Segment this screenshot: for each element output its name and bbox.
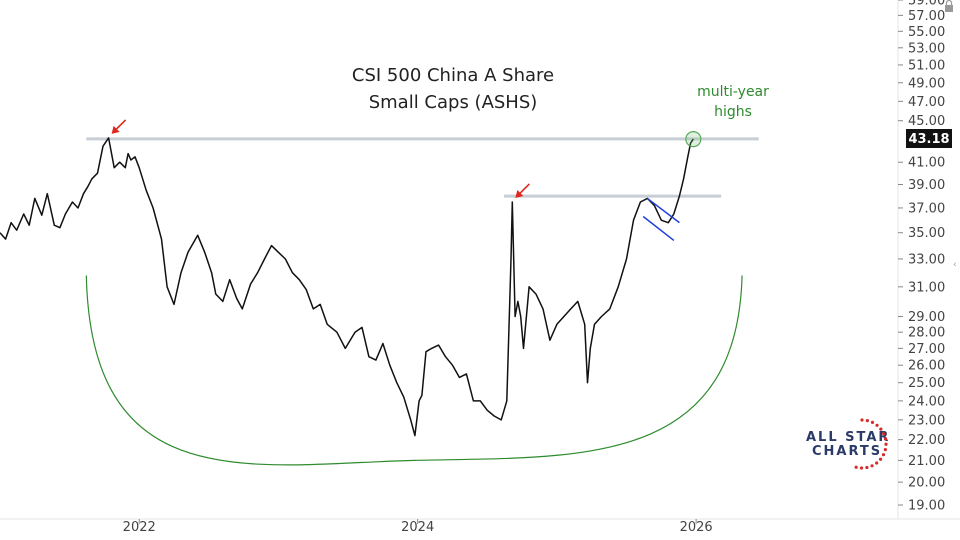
chevron-left-icon[interactable]: ‹ bbox=[953, 260, 957, 270]
brand-star-icon bbox=[870, 464, 874, 468]
brand-star-icon bbox=[875, 423, 879, 427]
y-axis-ticks: 19.00 20.00 21.00 22.00 23.00 24.00 25.00 26.00… bbox=[898, 0, 945, 514]
x-tick-label: 2026 bbox=[680, 520, 713, 535]
y-tick-label: 21.00 bbox=[908, 454, 945, 469]
price-series-line bbox=[0, 137, 694, 437]
annotation-multi-year: multi-year bbox=[697, 84, 769, 100]
y-tick-label: 24.00 bbox=[908, 394, 945, 409]
y-tick-label: 20.00 bbox=[908, 476, 945, 491]
flag-channel-lower bbox=[642, 215, 675, 242]
y-tick-label: 45.00 bbox=[908, 114, 945, 129]
y-tick-label: 37.00 bbox=[908, 201, 945, 216]
brand-logo: ALL STAR CHARTS bbox=[806, 418, 890, 470]
brand-star-icon bbox=[879, 427, 883, 431]
brand-star-icon bbox=[883, 448, 887, 452]
brand-line-2: CHARTS bbox=[812, 444, 882, 459]
x-axis-ticks: 2022 2024 2026 bbox=[123, 519, 713, 535]
y-tick-label: 41.00 bbox=[908, 156, 945, 171]
y-tick-label: 29.00 bbox=[908, 310, 945, 325]
y-tick-label: 47.00 bbox=[908, 95, 945, 110]
y-tick-label: 35.00 bbox=[908, 226, 945, 241]
brand-star-icon bbox=[884, 442, 888, 446]
y-tick-label: 55.00 bbox=[908, 25, 945, 40]
x-tick-label: 2022 bbox=[123, 520, 156, 535]
flag-channel-upper bbox=[646, 197, 680, 224]
chart-title-line-1: CSI 500 China A Share bbox=[352, 65, 554, 86]
y-tick-label: 27.00 bbox=[908, 342, 945, 357]
y-tick-label: 22.00 bbox=[908, 433, 945, 448]
y-tick-label: 25.00 bbox=[908, 376, 945, 391]
brand-star-icon bbox=[875, 461, 879, 465]
y-tick-label: 26.00 bbox=[908, 359, 945, 374]
y-tick-label: 51.00 bbox=[908, 58, 945, 73]
last-price-label: 43.18 bbox=[908, 132, 949, 147]
y-tick-label: 53.00 bbox=[908, 41, 945, 56]
red-arrow-icon bbox=[111, 119, 127, 134]
y-tick-label: 19.00 bbox=[908, 499, 945, 514]
brand-star-icon bbox=[860, 418, 864, 422]
brand-star-icon bbox=[883, 437, 888, 441]
brand-star-icon bbox=[878, 457, 883, 461]
brand-star-arc bbox=[854, 418, 888, 470]
brand-star-icon bbox=[882, 432, 886, 436]
lock-icon[interactable] bbox=[945, 0, 953, 13]
chart-title-line-2: Small Caps (ASHS) bbox=[369, 92, 538, 113]
brand-star-icon bbox=[854, 465, 858, 469]
saucer-curve bbox=[85, 275, 743, 466]
brand-star-icon bbox=[865, 419, 869, 423]
x-tick-label: 2024 bbox=[401, 520, 434, 535]
y-tick-label: 33.00 bbox=[908, 252, 945, 267]
breakout-highlight-circle bbox=[685, 131, 702, 148]
y-tick-label: 23.00 bbox=[908, 413, 945, 428]
y-tick-label: 31.00 bbox=[908, 280, 945, 295]
y-tick-label: 59.00 bbox=[908, 0, 945, 9]
y-tick-label: 39.00 bbox=[908, 178, 945, 193]
brand-star-icon bbox=[865, 465, 869, 470]
y-tick-label: 49.00 bbox=[908, 76, 945, 91]
y-tick-label: 57.00 bbox=[908, 9, 945, 24]
brand-star-icon bbox=[870, 420, 875, 425]
annotation-highs: highs bbox=[714, 104, 752, 120]
brand-star-icon bbox=[881, 453, 886, 457]
brand-star-icon bbox=[859, 466, 864, 470]
red-arrow-icon bbox=[515, 183, 530, 198]
y-tick-label: 28.00 bbox=[908, 326, 945, 341]
last-price-tag: 43.18 bbox=[906, 129, 952, 148]
brand-line-1: ALL STAR bbox=[806, 430, 890, 445]
